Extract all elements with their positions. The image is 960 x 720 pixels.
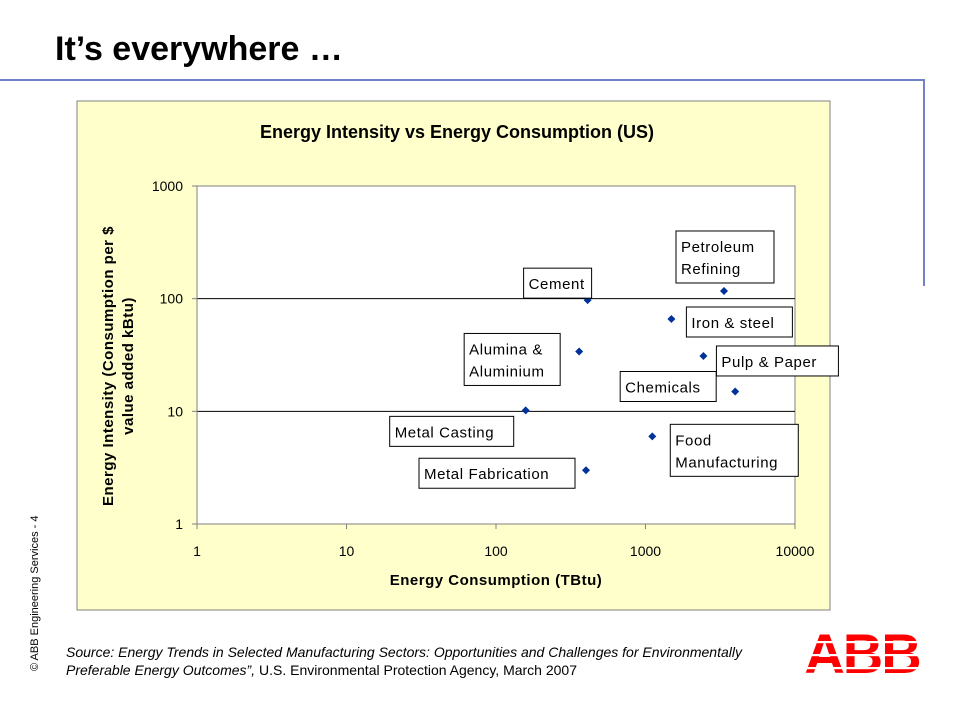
source-note: Source: Energy Trends in Selected Manufa…	[66, 643, 766, 679]
y-axis-title-line-1: Energy Intensity (Consumption per $	[100, 226, 117, 506]
x-tick-label: 10	[339, 543, 355, 559]
y-axis-title-line-2: value added kBtu)	[120, 297, 137, 435]
chart-title: Energy Intensity vs Energy Consumption (…	[260, 122, 654, 142]
point-label-text: Food	[675, 432, 712, 449]
slide-title: It’s everywhere …	[55, 30, 343, 68]
point-label: Metal Fabrication	[418, 457, 576, 489]
data-point	[699, 351, 708, 360]
data-points	[521, 286, 740, 475]
y-axis-title: Energy Intensity (Consumption per $ valu…	[100, 226, 137, 506]
point-label-text: Cement	[529, 276, 585, 293]
point-label: Food Manufacturing	[669, 423, 799, 477]
point-label-text: Petroleum	[681, 239, 755, 256]
point-label-box	[685, 306, 793, 338]
point-label-text: Manufacturing	[675, 454, 778, 471]
y-tick-label: 10	[167, 403, 183, 419]
data-point	[582, 466, 591, 475]
x-tick-label: 10000	[776, 543, 815, 559]
point-label-text: Metal Fabrication	[424, 466, 549, 483]
source-agency: U.S. Environmental Protection Agency, Ma…	[258, 662, 577, 678]
side-rule	[923, 79, 925, 286]
y-axis-ticks: 1 10 100 1000	[152, 178, 197, 532]
point-label-text: Metal Casting	[395, 424, 495, 441]
data-point	[667, 314, 676, 323]
point-label-box	[675, 230, 775, 284]
point-label-box	[418, 457, 576, 489]
point-label-text: Refining	[681, 261, 741, 278]
point-label-text: Chemicals	[625, 379, 700, 396]
point-label: Iron & steel	[685, 306, 793, 338]
point-labels: Cement Petroleum Refining Iron & steel Alumi…	[389, 230, 839, 489]
y-tick-label: 1	[175, 516, 183, 532]
point-label: Petroleum Refining	[675, 230, 775, 284]
source-text: Source: Energy Trends in Selected Manufa…	[66, 644, 742, 678]
point-label: Alumina & Aluminium	[463, 332, 561, 386]
y-tick-label: 1000	[152, 178, 183, 194]
point-label-box	[463, 332, 561, 386]
data-point	[575, 347, 584, 356]
point-label-text: Alumina &	[469, 341, 543, 358]
point-label: Pulp & Paper	[715, 345, 839, 377]
x-axis-ticks: 1 10 100 1000 10000	[193, 524, 815, 559]
point-label-text: Aluminium	[469, 363, 544, 380]
point-label-text: Pulp & Paper	[721, 354, 817, 371]
data-point	[731, 387, 740, 396]
x-tick-label: 1000	[630, 543, 661, 559]
point-label: Cement	[523, 267, 593, 299]
point-label-box	[715, 345, 839, 377]
x-tick-label: 1	[193, 543, 201, 559]
x-tick-label: 100	[484, 543, 508, 559]
data-point	[521, 406, 530, 415]
abb-logo: ABB	[800, 627, 925, 677]
y-tick-label: 100	[160, 291, 184, 307]
x-axis-title: Energy Consumption (TBtu)	[390, 572, 602, 589]
point-label-text: Iron & steel	[691, 315, 774, 332]
data-point	[648, 432, 657, 441]
point-label-box	[619, 370, 717, 402]
point-label-box	[389, 415, 515, 447]
point-label-box	[523, 267, 593, 299]
point-label-box	[669, 423, 799, 477]
abb-logo-text: ABB	[804, 627, 919, 677]
gridlines	[197, 298, 795, 412]
data-point	[719, 286, 728, 295]
title-underline	[0, 79, 925, 81]
point-label: Chemicals	[619, 370, 717, 402]
point-label: Metal Casting	[389, 415, 515, 447]
